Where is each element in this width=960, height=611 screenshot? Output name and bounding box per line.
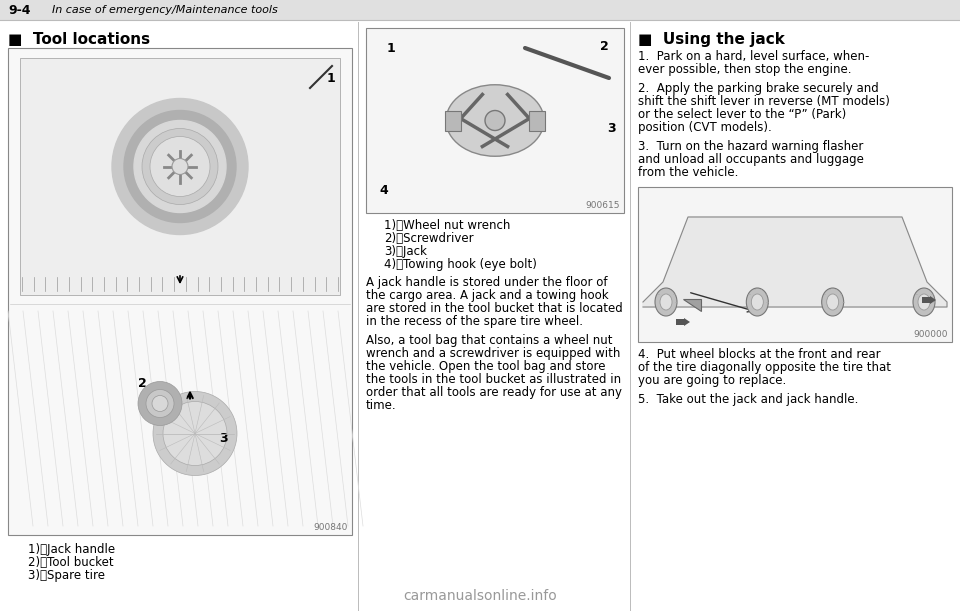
Text: 4.  Put wheel blocks at the front and rear: 4. Put wheel blocks at the front and rea… (638, 348, 880, 361)
Text: shift the shift lever in reverse (MT models): shift the shift lever in reverse (MT mod… (638, 95, 890, 108)
Text: the tools in the tool bucket as illustrated in: the tools in the tool bucket as illustra… (366, 373, 621, 386)
Bar (0, 0, 960, 20)
Text: 900000: 900000 (914, 330, 948, 339)
Text: 1.  Park on a hard, level surface, when-: 1. Park on a hard, level surface, when- (638, 50, 870, 63)
Text: wrench and a screwdriver is equipped with: wrench and a screwdriver is equipped wit… (366, 347, 620, 360)
Text: are stored in the tool bucket that is located: are stored in the tool bucket that is lo… (366, 302, 623, 315)
Ellipse shape (752, 294, 763, 310)
Circle shape (124, 111, 236, 222)
Text: ever possible, then stop the engine.: ever possible, then stop the engine. (638, 63, 852, 76)
Circle shape (152, 395, 168, 411)
Text: or the select lever to the “P” (Park): or the select lever to the “P” (Park) (638, 108, 847, 121)
Ellipse shape (446, 85, 544, 156)
Bar (638, 187, 952, 342)
Text: 1: 1 (387, 42, 396, 54)
Text: 3: 3 (608, 122, 616, 134)
Text: you are going to replace.: you are going to replace. (638, 374, 786, 387)
Text: 900840: 900840 (314, 523, 348, 532)
Text: Also, a tool bag that contains a wheel nut: Also, a tool bag that contains a wheel n… (366, 334, 612, 347)
FancyArrow shape (676, 318, 690, 326)
Polygon shape (643, 217, 947, 307)
Circle shape (142, 128, 218, 205)
Circle shape (112, 98, 248, 235)
Text: 3)	Jack: 3) Jack (384, 245, 427, 258)
Text: time.: time. (366, 399, 396, 412)
Text: the vehicle. Open the tool bag and store: the vehicle. Open the tool bag and store (366, 360, 606, 373)
Text: 2.  Apply the parking brake securely and: 2. Apply the parking brake securely and (638, 82, 878, 95)
Bar (529, 111, 545, 131)
Text: position (CVT models).: position (CVT models). (638, 121, 772, 134)
Text: from the vehicle.: from the vehicle. (638, 166, 738, 179)
Bar (8, 48, 352, 535)
Ellipse shape (655, 288, 677, 316)
Text: of the tire diagonally opposite the tire that: of the tire diagonally opposite the tire… (638, 361, 891, 374)
Text: 4: 4 (379, 185, 389, 197)
Text: 2)	Screwdriver: 2) Screwdriver (384, 232, 473, 245)
Bar (445, 111, 461, 131)
Ellipse shape (918, 294, 930, 310)
Text: 2)	Tool bucket: 2) Tool bucket (28, 556, 113, 569)
Bar (366, 28, 624, 213)
Ellipse shape (746, 288, 768, 316)
Text: 1: 1 (326, 71, 335, 84)
Text: 1)	Wheel nut wrench: 1) Wheel nut wrench (384, 219, 511, 232)
Text: 3.  Turn on the hazard warning flasher: 3. Turn on the hazard warning flasher (638, 140, 863, 153)
FancyArrow shape (922, 296, 936, 304)
Text: A jack handle is stored under the floor of: A jack handle is stored under the floor … (366, 276, 608, 289)
Text: 4)	Towing hook (eye bolt): 4) Towing hook (eye bolt) (384, 258, 537, 271)
Text: 3: 3 (219, 432, 228, 445)
Bar (20, 58, 340, 295)
Text: ■  Using the jack: ■ Using the jack (638, 32, 785, 47)
Text: and unload all occupants and luggage: and unload all occupants and luggage (638, 153, 864, 166)
Circle shape (146, 389, 174, 417)
Circle shape (172, 158, 188, 175)
Ellipse shape (822, 288, 844, 316)
Text: 900615: 900615 (586, 201, 620, 210)
Circle shape (138, 381, 182, 425)
Text: In case of emergency/Maintenance tools: In case of emergency/Maintenance tools (52, 5, 277, 15)
Text: the cargo area. A jack and a towing hook: the cargo area. A jack and a towing hook (366, 289, 609, 302)
Text: 5.  Take out the jack and jack handle.: 5. Take out the jack and jack handle. (638, 393, 858, 406)
Text: in the recess of the spare tire wheel.: in the recess of the spare tire wheel. (366, 315, 583, 328)
Text: 9-4: 9-4 (8, 4, 31, 16)
Ellipse shape (913, 288, 935, 316)
Circle shape (134, 120, 226, 213)
Text: 3)	Spare tire: 3) Spare tire (28, 569, 105, 582)
Text: carmanualsonline.info: carmanualsonline.info (403, 589, 557, 603)
Ellipse shape (660, 294, 672, 310)
Text: 2: 2 (600, 40, 609, 53)
Circle shape (485, 111, 505, 131)
Text: 2: 2 (137, 377, 146, 390)
Text: ■  Tool locations: ■ Tool locations (8, 32, 150, 47)
Text: 1)	Jack handle: 1) Jack handle (28, 543, 115, 556)
Ellipse shape (827, 294, 839, 310)
Circle shape (163, 401, 227, 466)
Circle shape (153, 392, 237, 475)
Polygon shape (683, 299, 701, 311)
Text: order that all tools are ready for use at any: order that all tools are ready for use a… (366, 386, 622, 399)
Circle shape (150, 136, 210, 197)
